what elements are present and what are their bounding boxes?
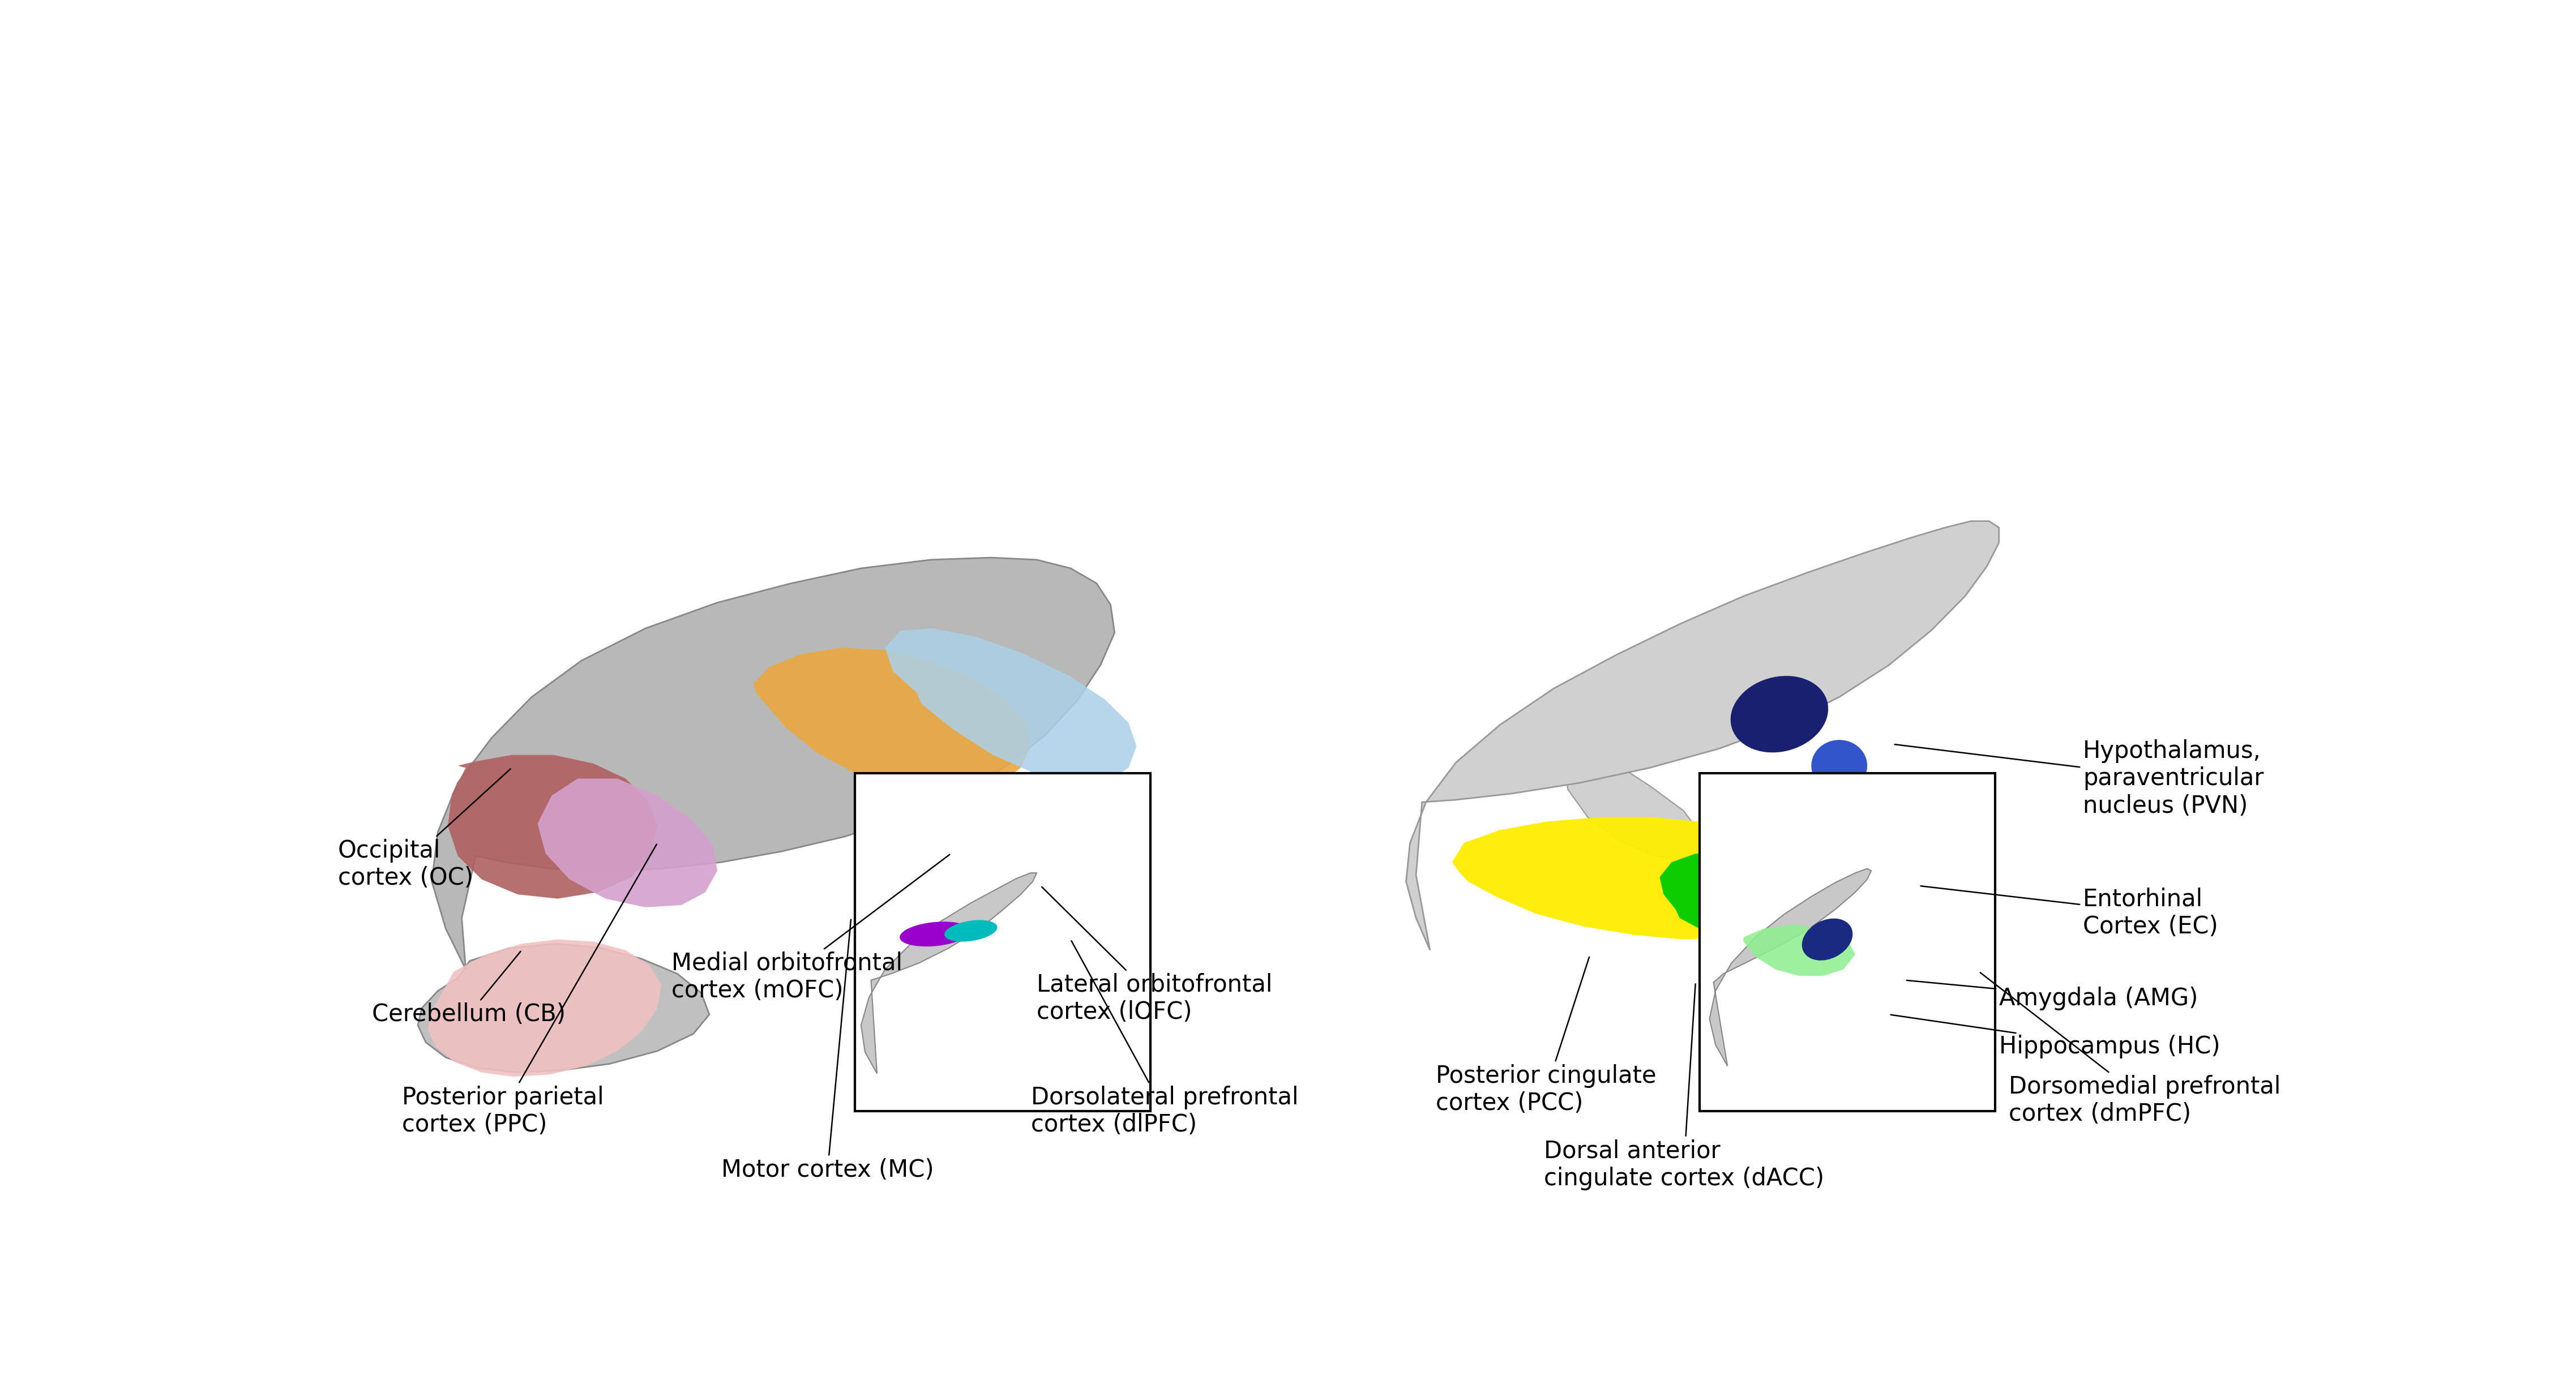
- Ellipse shape: [1803, 918, 1852, 960]
- Text: Dorsolateral prefrontal
cortex (dlPFC): Dorsolateral prefrontal cortex (dlPFC): [1030, 940, 1298, 1137]
- Text: Entorhinal
Cortex (EC): Entorhinal Cortex (EC): [1922, 886, 2218, 939]
- Polygon shape: [1710, 832, 1994, 986]
- Polygon shape: [433, 557, 1115, 970]
- Text: Amygdala (AMG): Amygdala (AMG): [1906, 981, 2197, 1010]
- Text: Occipital
cortex (OC): Occipital cortex (OC): [337, 769, 510, 890]
- Bar: [855, 773, 1151, 1112]
- Polygon shape: [860, 873, 1036, 1074]
- Ellipse shape: [899, 922, 971, 946]
- Ellipse shape: [1731, 676, 1829, 752]
- Ellipse shape: [1811, 740, 1868, 791]
- Text: Hypothalamus,
paraventricular
nucleus (PVN): Hypothalamus, paraventricular nucleus (P…: [1896, 740, 2264, 818]
- Text: Medial orbitofrontal
cortex (mOFC): Medial orbitofrontal cortex (mOFC): [672, 854, 951, 1003]
- Polygon shape: [886, 628, 1136, 783]
- Polygon shape: [1659, 851, 1883, 950]
- Bar: [1700, 773, 1994, 1112]
- Ellipse shape: [945, 919, 997, 942]
- Text: Dorsomedial prefrontal
cortex (dmPFC): Dorsomedial prefrontal cortex (dmPFC): [1981, 972, 2280, 1126]
- Polygon shape: [538, 779, 716, 907]
- Polygon shape: [752, 648, 1030, 794]
- Text: Cerebellum (CB): Cerebellum (CB): [371, 951, 567, 1027]
- Text: Motor cortex (MC): Motor cortex (MC): [721, 919, 935, 1181]
- Text: Lateral orbitofrontal
cortex (lOFC): Lateral orbitofrontal cortex (lOFC): [1036, 887, 1273, 1024]
- Polygon shape: [1744, 925, 1855, 976]
- Polygon shape: [1710, 869, 1870, 1066]
- Text: Dorsal anterior
cingulate cortex (dACC): Dorsal anterior cingulate cortex (dACC): [1543, 983, 1824, 1191]
- Text: Posterior cingulate
cortex (PCC): Posterior cingulate cortex (PCC): [1435, 957, 1656, 1116]
- Polygon shape: [1453, 818, 1811, 939]
- Text: Posterior parietal
cortex (PPC): Posterior parietal cortex (PPC): [402, 844, 657, 1137]
- Polygon shape: [448, 755, 657, 898]
- Text: Hippocampus (HC): Hippocampus (HC): [1891, 1014, 2221, 1059]
- Polygon shape: [428, 939, 662, 1077]
- Polygon shape: [1564, 706, 1700, 859]
- Polygon shape: [417, 943, 708, 1073]
- Polygon shape: [1406, 521, 1999, 950]
